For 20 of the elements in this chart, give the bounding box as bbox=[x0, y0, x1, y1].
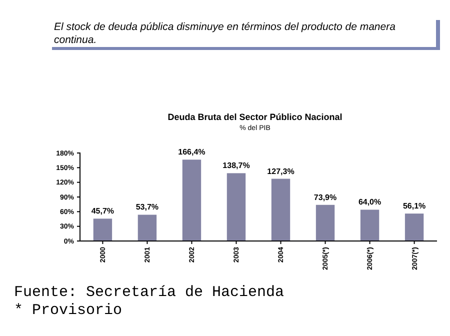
data-label: 73,9% bbox=[314, 192, 337, 202]
bar bbox=[316, 204, 335, 241]
text: * Provisorio bbox=[14, 302, 122, 319]
bar bbox=[93, 218, 112, 241]
source-note: Fuente: Secretaría de Hacienda bbox=[14, 284, 284, 301]
bar bbox=[360, 210, 380, 241]
text: El stock de deuda pública disminuye en términos del producto de manera continua. bbox=[54, 21, 396, 46]
data-label: 64,0% bbox=[358, 198, 382, 207]
data-label: 166,4% bbox=[178, 148, 206, 157]
data-label: 138,7% bbox=[222, 161, 250, 170]
bar bbox=[138, 214, 157, 241]
bar bbox=[182, 160, 202, 241]
data-label: 53,7% bbox=[136, 202, 159, 212]
data-label: 127,3% bbox=[267, 166, 294, 176]
data-label: 56,1% bbox=[402, 202, 426, 211]
bar bbox=[404, 214, 424, 241]
data-label: 45,7% bbox=[91, 206, 114, 216]
bar bbox=[226, 173, 246, 241]
chart-title: Deuda Bruta del Sector Público Nacional bbox=[168, 112, 342, 122]
bar bbox=[271, 178, 290, 241]
